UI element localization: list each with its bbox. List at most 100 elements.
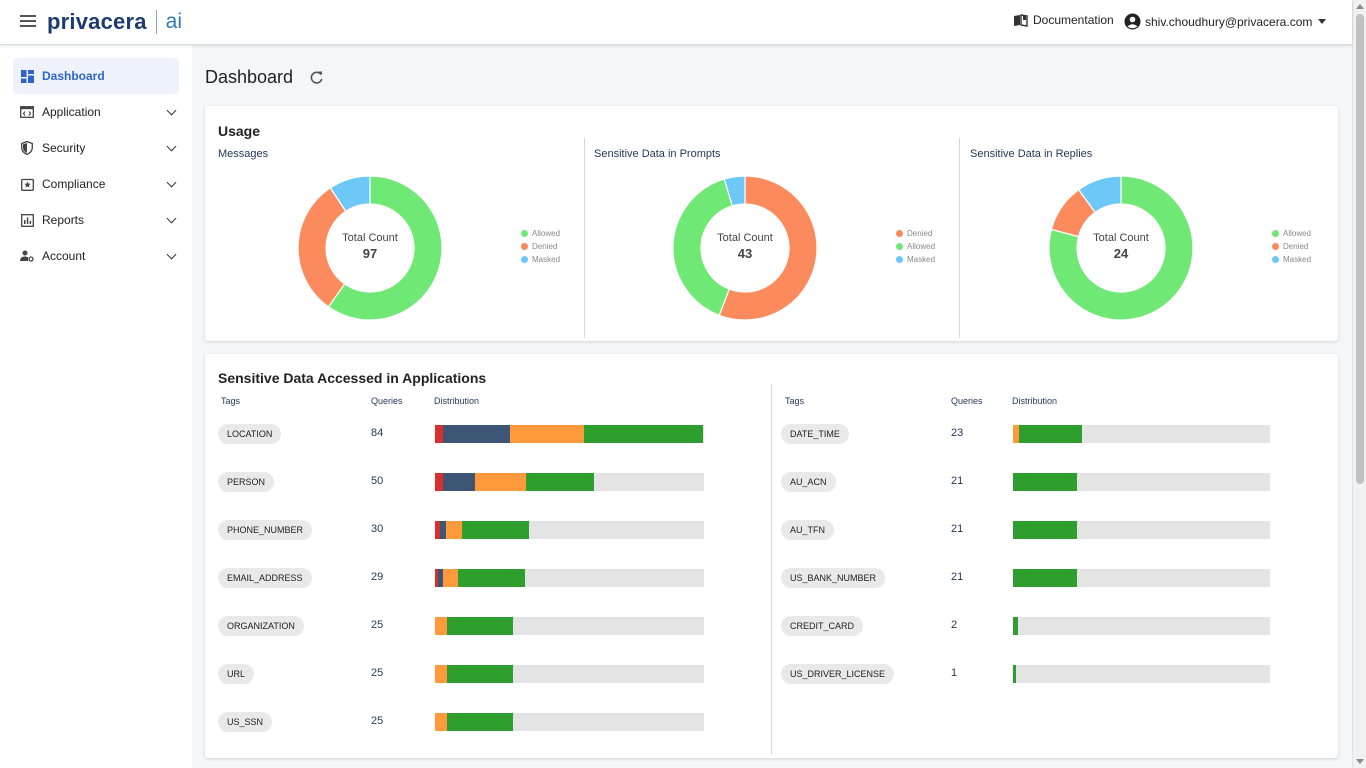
tag-chip[interactable]: LOCATION (218, 424, 282, 444)
scroll-down-arrow-icon[interactable] (1356, 759, 1364, 764)
distribution-bar[interactable] (435, 569, 704, 587)
prompts-donut-chart[interactable] (670, 173, 820, 323)
distribution-segment-orange[interactable] (510, 425, 585, 443)
tag-chip[interactable]: EMAIL_ADDRESS (218, 568, 312, 588)
distribution-segment-green[interactable] (1019, 425, 1083, 443)
tag-chip[interactable]: DATE_TIME (781, 424, 849, 444)
distribution-segment-navy[interactable] (437, 569, 444, 587)
distribution-bar[interactable] (435, 425, 704, 443)
tag-chip[interactable]: PERSON (218, 472, 275, 492)
distribution-segment-green[interactable] (1013, 521, 1078, 539)
distribution-bar[interactable] (1013, 569, 1270, 587)
donut-slice-allowed[interactable] (327, 175, 443, 321)
donut-slice-masked[interactable] (723, 175, 746, 207)
distribution-bar[interactable] (435, 617, 704, 635)
tag-chip[interactable]: US_SSN (218, 712, 273, 732)
distribution-bar[interactable] (1013, 617, 1270, 635)
tag-chip[interactable]: AU_ACN (781, 472, 836, 492)
sidebar-item-label: Compliance (42, 177, 106, 191)
scrollbar-thumb[interactable] (1356, 14, 1364, 484)
distribution-segment-navy[interactable] (443, 473, 476, 491)
distribution-segment-navy[interactable] (443, 425, 511, 443)
logo[interactable]: privacera ai (47, 9, 182, 35)
distribution-segment-navy[interactable] (440, 521, 446, 539)
distribution-segment-orange[interactable] (1013, 425, 1020, 443)
sidebar-item-application[interactable]: Application (13, 94, 179, 130)
scroll-up-arrow-icon[interactable] (1356, 4, 1364, 9)
distribution-segment-orange[interactable] (443, 569, 458, 587)
distribution-bar[interactable] (1013, 521, 1270, 539)
tag-chip[interactable]: AU_TFN (781, 520, 835, 540)
documentation-label: Documentation (1033, 13, 1114, 27)
donut-slice-denied[interactable] (718, 175, 818, 321)
donut-slice-masked[interactable] (1077, 175, 1122, 214)
legend-item[interactable]: Allowed (1272, 227, 1311, 240)
tag-chip[interactable]: ORGANIZATION (218, 616, 304, 636)
sidebar-item-reports[interactable]: Reports (13, 202, 179, 238)
distribution-segment-green[interactable] (447, 713, 513, 731)
sidebar-item-account[interactable]: Account (13, 238, 179, 274)
sidebar-item-label: Reports (42, 213, 85, 227)
distribution-bar[interactable] (435, 521, 704, 539)
distribution-segment-orange[interactable] (435, 713, 448, 731)
refresh-icon[interactable] (309, 70, 324, 85)
tag-chip[interactable]: CREDIT_CARD (781, 616, 864, 636)
legend-item[interactable]: Masked (1272, 253, 1311, 266)
distribution-segment-green[interactable] (584, 425, 703, 443)
distribution-segment-orange[interactable] (475, 473, 527, 491)
distribution-segment-green[interactable] (457, 569, 526, 587)
donut-center: Total Count 24 (1066, 232, 1176, 261)
distribution-segment-orange[interactable] (435, 665, 448, 683)
distribution-bar[interactable] (1013, 473, 1270, 491)
distribution-bar[interactable] (435, 665, 704, 683)
distribution-segment-green[interactable] (1013, 665, 1016, 683)
donut-slice-allowed[interactable] (672, 178, 734, 317)
donut-slice-allowed[interactable] (1048, 175, 1194, 321)
documentation-link[interactable]: Documentation (1013, 13, 1114, 27)
distribution-segment-green[interactable] (447, 665, 513, 683)
distribution-segment-green[interactable] (1013, 617, 1019, 635)
legend-item[interactable]: Allowed (896, 240, 935, 253)
account-circle-icon (1124, 13, 1141, 30)
legend-item[interactable]: Allowed (521, 227, 560, 240)
sidebar-item-compliance[interactable]: Compliance (13, 166, 179, 202)
legend-item[interactable]: Denied (1272, 240, 1311, 253)
distribution-segment-green[interactable] (447, 617, 513, 635)
distribution-segment-red[interactable] (435, 425, 444, 443)
replies-donut-chart[interactable] (1046, 173, 1196, 323)
distribution-bar[interactable] (435, 473, 704, 491)
tag-chip[interactable]: URL (218, 664, 255, 684)
tag-chip[interactable]: US_BANK_NUMBER (781, 568, 886, 588)
queries-value: 2 (951, 619, 958, 631)
distribution-column-header: Distribution (434, 396, 480, 406)
tag-chip[interactable]: US_DRIVER_LICENSE (781, 664, 895, 684)
legend-item[interactable]: Denied (521, 240, 560, 253)
legend-item[interactable]: Denied (896, 227, 935, 240)
distribution-segment-green[interactable] (1013, 473, 1078, 491)
distribution-bar[interactable] (1013, 665, 1270, 683)
book-icon (1014, 13, 1028, 27)
distribution-bar[interactable] (435, 713, 704, 731)
sidebar-item-security[interactable]: Security (13, 130, 179, 166)
distribution-segment-red[interactable] (435, 569, 438, 587)
chevron-down-icon (166, 213, 177, 224)
distribution-segment-red[interactable] (435, 521, 441, 539)
distribution-segment-green[interactable] (526, 473, 594, 491)
distribution-segment-green[interactable] (461, 521, 530, 539)
user-email: shiv.choudhury@privacera.com (1145, 14, 1313, 29)
tag-chip[interactable]: PHONE_NUMBER (218, 520, 313, 540)
distribution-segment-orange[interactable] (445, 521, 462, 539)
distribution-segment-green[interactable] (1013, 569, 1078, 587)
usage-panel-messages: Messages Total Count 97 Allowed Denied M… (218, 138, 584, 338)
distribution-bar[interactable] (1013, 425, 1270, 443)
messages-donut-chart[interactable] (295, 173, 445, 323)
sidebar-item-dashboard[interactable]: Dashboard (13, 58, 179, 94)
donut-slice-masked[interactable] (329, 175, 371, 213)
legend-item[interactable]: Masked (521, 253, 560, 266)
distribution-segment-red[interactable] (435, 473, 444, 491)
vertical-scrollbar[interactable] (1352, 0, 1366, 768)
distribution-segment-orange[interactable] (435, 617, 448, 635)
user-menu[interactable]: shiv.choudhury@privacera.com (1124, 13, 1327, 30)
hamburger-menu-icon[interactable] (20, 15, 36, 29)
legend-item[interactable]: Masked (896, 253, 935, 266)
